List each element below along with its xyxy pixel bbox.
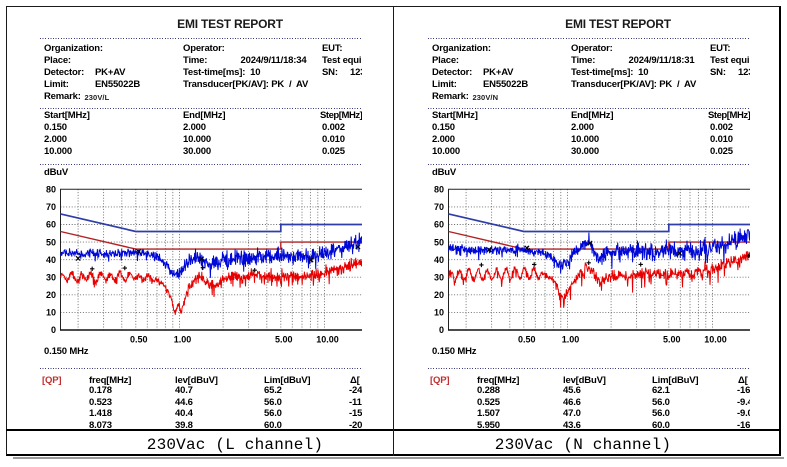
svg-text:5.00: 5.00 bbox=[275, 335, 293, 345]
svg-text:0: 0 bbox=[439, 325, 444, 335]
svg-text:5.00: 5.00 bbox=[663, 335, 681, 345]
svg-text:60: 60 bbox=[46, 220, 56, 230]
svg-text:70: 70 bbox=[434, 202, 444, 212]
svg-text:1.00: 1.00 bbox=[562, 335, 580, 345]
svg-text:20: 20 bbox=[434, 290, 444, 300]
svg-text:30: 30 bbox=[434, 272, 444, 282]
svg-text:10: 10 bbox=[46, 308, 56, 318]
svg-text:10: 10 bbox=[434, 308, 444, 318]
svg-text:40: 40 bbox=[434, 255, 444, 265]
svg-text:0.50: 0.50 bbox=[130, 335, 148, 345]
svg-text:80: 80 bbox=[46, 185, 56, 195]
svg-text:80: 80 bbox=[434, 185, 444, 195]
svg-text:0.50: 0.50 bbox=[518, 335, 536, 345]
svg-text:1.00: 1.00 bbox=[174, 335, 192, 345]
svg-text:50: 50 bbox=[434, 237, 444, 247]
svg-text:70: 70 bbox=[46, 202, 56, 212]
svg-text:0: 0 bbox=[51, 325, 56, 335]
svg-text:10.00: 10.00 bbox=[704, 335, 727, 345]
svg-text:60: 60 bbox=[434, 220, 444, 230]
svg-text:40: 40 bbox=[46, 255, 56, 265]
svg-text:20: 20 bbox=[46, 290, 56, 300]
svg-text:30: 30 bbox=[46, 272, 56, 282]
svg-text:50: 50 bbox=[46, 237, 56, 247]
svg-text:10.00: 10.00 bbox=[316, 335, 339, 345]
